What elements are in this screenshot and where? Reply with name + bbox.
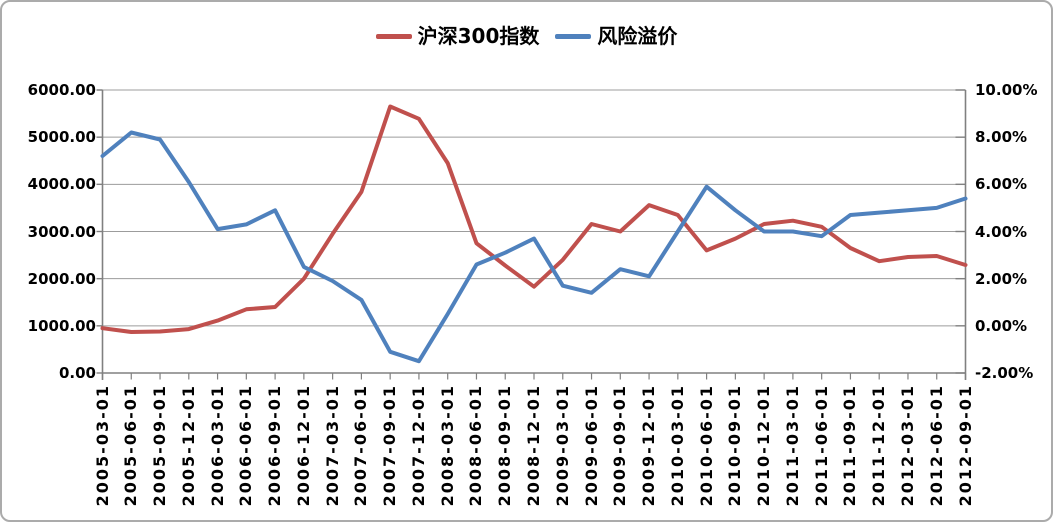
x-axis-tick-label: 2005-06-01 [121, 384, 141, 507]
left-axis-tick-label: 3000.00 [27, 222, 96, 241]
right-axis-tick-label: -2.00% [975, 364, 1034, 382]
series-line [100, 104, 968, 334]
legend-label-risk-premium: 风险溢价 [597, 24, 678, 48]
chart-legend: 沪深300指数 风险溢价 [2, 26, 1051, 46]
left-axis-tick-label: 5000.00 [27, 128, 96, 147]
x-axis-tick-label: 2008-09-01 [495, 384, 515, 507]
x-axis-tick-label: 2010-09-01 [725, 384, 745, 507]
x-axis-tick-label: 2011-06-01 [811, 384, 831, 507]
x-axis-tick-label: 2012-09-01 [955, 384, 975, 507]
x-axis-tick-label: 2009-06-01 [581, 384, 601, 507]
x-axis-tick-label: 2010-03-01 [667, 384, 687, 507]
x-axis-tick-label: 2009-03-01 [552, 384, 572, 507]
x-axis-tick-label: 2006-09-01 [265, 384, 285, 507]
x-axis-tick-label: 2005-03-01 [92, 384, 112, 507]
legend-line-swatch-red-icon [375, 33, 412, 39]
x-axis-tick-label: 2006-03-01 [207, 384, 227, 507]
right-axis-tick-label: 10.00% [975, 81, 1038, 99]
right-axis-tick-label: 2.00% [975, 269, 1028, 288]
legend-label-csi300: 沪深300指数 [417, 24, 540, 48]
series-line [100, 130, 968, 364]
x-axis-tick-label: 2007-09-01 [380, 384, 400, 507]
x-axis-tick-label: 2011-12-01 [869, 384, 889, 507]
x-axis-tick-label: 2006-06-01 [236, 384, 256, 507]
x-axis-tick-label: 2010-12-01 [754, 384, 774, 507]
x-axis-tick-label: 2012-03-01 [897, 384, 917, 507]
x-axis-tick-label: 2010-06-01 [696, 384, 716, 507]
x-axis-tick-label: 2007-12-01 [408, 384, 428, 507]
x-axis-tick-label: 2009-09-01 [610, 384, 630, 507]
legend-item-risk-premium: 风险溢价 [555, 26, 677, 46]
x-axis-tick-label: 2011-09-01 [840, 384, 860, 507]
right-axis-tick-label: 8.00% [975, 128, 1028, 147]
right-axis-tick-label: 0.00% [975, 316, 1028, 335]
legend-item-csi300: 沪深300指数 [375, 24, 540, 48]
x-axis-tick-label: 2009-12-01 [639, 384, 659, 507]
left-axis-tick-label: 0.00 [58, 364, 96, 382]
x-axis-tick-label: 2007-03-01 [322, 384, 342, 507]
left-axis-tick-label: 6000.00 [27, 81, 96, 99]
left-axis-tick-label: 4000.00 [27, 175, 96, 194]
x-axis-tick-label: 2008-03-01 [437, 384, 457, 507]
left-axis-tick-label: 2000.00 [27, 269, 96, 288]
x-axis-tick-label: 2012-06-01 [926, 384, 946, 507]
legend-line-swatch-blue-icon [555, 33, 592, 39]
x-axis-tick-label: 2007-06-01 [351, 384, 371, 507]
x-axis-tick-label: 2008-06-01 [466, 384, 486, 507]
right-axis-tick-label: 6.00% [975, 175, 1028, 194]
left-axis-tick-label: 1000.00 [27, 316, 96, 335]
x-axis-tick-label: 2005-12-01 [178, 384, 198, 507]
right-axis-tick-label: 4.00% [975, 222, 1028, 241]
x-axis-tick-label: 2006-12-01 [293, 384, 313, 507]
x-axis-tick-label: 2011-03-01 [782, 384, 802, 507]
x-axis-tick-label: 2008-12-01 [524, 384, 543, 507]
x-axis-tick-label: 2005-09-01 [150, 384, 170, 507]
